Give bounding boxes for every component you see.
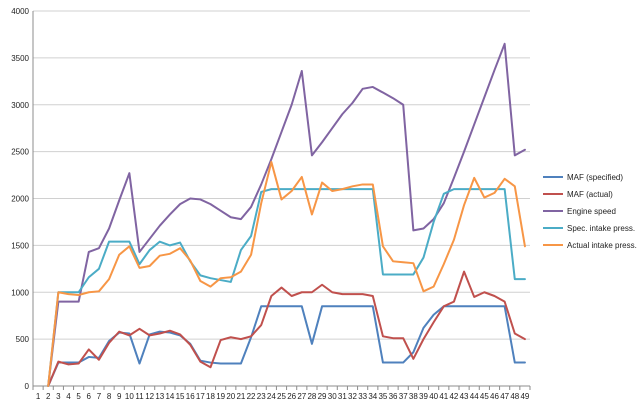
x-tick-label: 25 bbox=[277, 392, 286, 401]
x-tick-label: 39 bbox=[419, 392, 428, 401]
x-tick-label: 38 bbox=[409, 392, 418, 401]
series-line-4 bbox=[47, 188, 526, 387]
legend-label-4: Spec. intake press. bbox=[567, 224, 635, 233]
x-tick-label: 34 bbox=[368, 392, 377, 401]
x-tick-label: 16 bbox=[186, 392, 195, 401]
series-line-3 bbox=[47, 42, 526, 387]
x-tick-label: 15 bbox=[176, 392, 185, 401]
x-tick-label: 10 bbox=[125, 392, 134, 401]
x-tick-label: 1 bbox=[36, 392, 41, 401]
x-tick-label: 36 bbox=[389, 392, 398, 401]
x-tick-label: 13 bbox=[155, 392, 164, 401]
x-tick-label: 35 bbox=[378, 392, 387, 401]
x-tick-label: 26 bbox=[287, 392, 296, 401]
x-tick-label: 49 bbox=[520, 392, 529, 401]
y-tick-label: 1000 bbox=[11, 288, 29, 297]
y-tick-label: 0 bbox=[25, 382, 30, 391]
legend-label-3: Engine speed bbox=[567, 207, 616, 216]
x-tick-label: 29 bbox=[318, 392, 327, 401]
x-tick-label: 37 bbox=[399, 392, 408, 401]
x-tick-label: 6 bbox=[87, 392, 92, 401]
legend-label-1: MAF (specified) bbox=[567, 173, 623, 182]
x-tick-label: 32 bbox=[348, 392, 357, 401]
x-tick-label: 42 bbox=[449, 392, 458, 401]
series-line-2 bbox=[47, 270, 526, 387]
x-tick-label: 2 bbox=[46, 392, 51, 401]
x-tick-label: 41 bbox=[439, 392, 448, 401]
y-tick-label: 1500 bbox=[11, 241, 29, 250]
legend-label-5: Actual intake press. bbox=[567, 241, 637, 250]
x-tick-label: 30 bbox=[328, 392, 337, 401]
x-tick-label: 40 bbox=[429, 392, 438, 401]
x-tick-label: 22 bbox=[247, 392, 256, 401]
series-line-5 bbox=[47, 160, 526, 387]
x-tick-label: 19 bbox=[216, 392, 225, 401]
y-tick-label: 500 bbox=[16, 335, 30, 344]
x-tick-label: 33 bbox=[358, 392, 367, 401]
x-tick-label: 17 bbox=[196, 392, 205, 401]
x-tick-label: 24 bbox=[267, 392, 276, 401]
x-tick-label: 7 bbox=[97, 392, 102, 401]
legend-label-2: MAF (actual) bbox=[567, 190, 613, 199]
x-tick-label: 48 bbox=[510, 392, 519, 401]
x-tick-label: 47 bbox=[500, 392, 509, 401]
x-tick-label: 12 bbox=[145, 392, 154, 401]
series-line-1 bbox=[47, 305, 526, 387]
x-tick-label: 14 bbox=[165, 392, 174, 401]
y-tick-label: 4000 bbox=[11, 7, 29, 16]
x-tick-label: 3 bbox=[56, 392, 61, 401]
y-tick-label: 2500 bbox=[11, 148, 29, 157]
x-tick-label: 18 bbox=[206, 392, 215, 401]
x-tick-label: 23 bbox=[257, 392, 266, 401]
x-tick-label: 45 bbox=[480, 392, 489, 401]
y-tick-label: 3500 bbox=[11, 54, 29, 63]
x-tick-label: 46 bbox=[490, 392, 499, 401]
x-tick-label: 27 bbox=[297, 392, 306, 401]
x-tick-label: 20 bbox=[226, 392, 235, 401]
y-tick-label: 3000 bbox=[11, 101, 29, 110]
x-tick-label: 28 bbox=[307, 392, 316, 401]
x-tick-label: 8 bbox=[107, 392, 112, 401]
x-tick-label: 31 bbox=[338, 392, 347, 401]
x-tick-label: 44 bbox=[470, 392, 479, 401]
x-tick-label: 9 bbox=[117, 392, 122, 401]
x-tick-label: 21 bbox=[236, 392, 245, 401]
x-tick-label: 11 bbox=[135, 392, 144, 401]
x-tick-label: 4 bbox=[66, 392, 71, 401]
x-tick-label: 43 bbox=[460, 392, 469, 401]
y-tick-label: 2000 bbox=[11, 195, 29, 204]
x-tick-label: 5 bbox=[76, 392, 81, 401]
